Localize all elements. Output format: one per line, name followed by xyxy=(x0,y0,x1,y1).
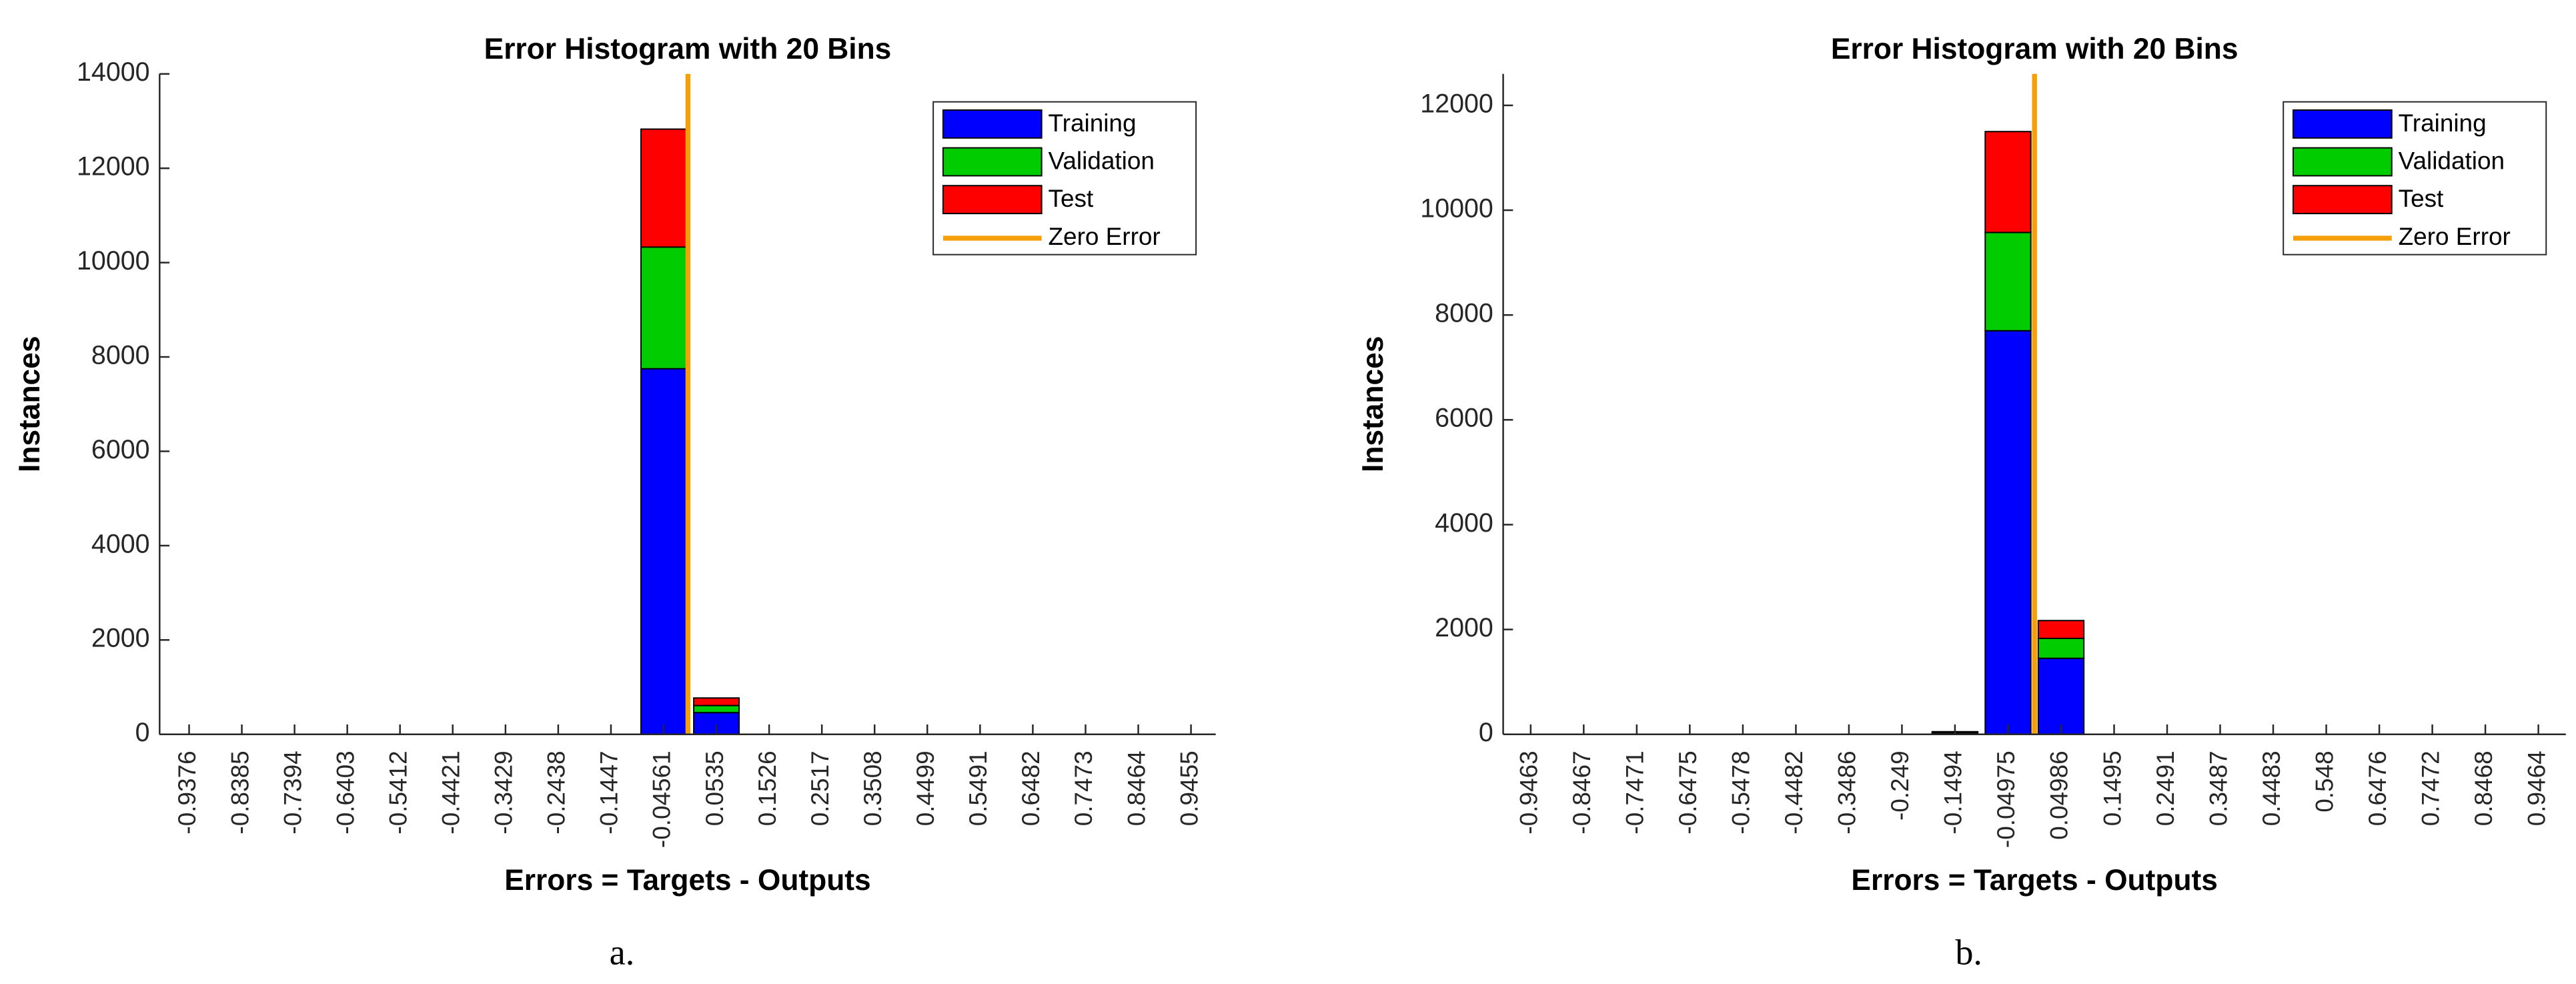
chart-title: Error Histogram with 20 Bins xyxy=(1831,33,2238,65)
x-tick-label: -0.4421 xyxy=(437,751,464,834)
x-tick-label: -0.3429 xyxy=(490,751,518,834)
x-tick-label: -0.7394 xyxy=(279,751,306,834)
bar-segment xyxy=(640,368,687,735)
legend-swatch xyxy=(942,185,1043,215)
bar-segment xyxy=(640,246,687,370)
x-axis-label: Errors = Targets - Outputs xyxy=(1851,864,2217,897)
x-tick-label: -0.04561 xyxy=(648,751,676,848)
x-tick-label: 0.5491 xyxy=(964,751,992,826)
x-tick-label: -0.1494 xyxy=(1940,751,1967,834)
x-tick-label: -0.9463 xyxy=(1515,751,1543,834)
x-tick-label: 0.7472 xyxy=(2417,751,2444,826)
x-tick-label: 0.1526 xyxy=(754,751,781,826)
x-tick-label: 0.4483 xyxy=(2258,751,2285,826)
legend-label: Validation xyxy=(1048,147,1154,175)
x-tick-label: 0.3508 xyxy=(859,751,886,826)
legend-label: Test xyxy=(1048,185,1093,212)
y-tick-label: 12000 xyxy=(1420,89,1493,118)
x-tick-label: 0.6482 xyxy=(1017,751,1045,826)
bar-segment xyxy=(693,704,740,714)
x-tick-label: -0.9376 xyxy=(173,751,201,834)
legend-swatch xyxy=(942,147,1043,177)
y-tick-label: 8000 xyxy=(1435,299,1493,328)
x-tick-label: -0.4482 xyxy=(1780,751,1808,834)
bar-segment xyxy=(2037,657,2085,735)
y-tick-label: 14000 xyxy=(77,57,149,87)
x-tick-label: -0.8467 xyxy=(1568,751,1595,834)
legend-label: Test xyxy=(2399,185,2444,212)
x-tick-label: 0.6476 xyxy=(2364,751,2391,826)
y-tick-label: 10000 xyxy=(1420,193,1493,223)
bar-segment xyxy=(693,697,740,706)
x-tick-label: -0.6403 xyxy=(332,751,359,834)
x-tick-label: 0.04986 xyxy=(2046,751,2073,839)
bar-segment xyxy=(2037,637,2085,659)
caption: b. xyxy=(1955,933,1982,973)
x-tick-label: -0.5412 xyxy=(384,751,412,834)
y-tick-label: 12000 xyxy=(77,152,149,181)
legend-label: Zero Error xyxy=(1048,223,1160,250)
y-axis-label: Instances xyxy=(13,336,46,472)
bar-segment xyxy=(2037,620,2085,639)
x-tick-label: -0.8385 xyxy=(226,751,253,834)
bar-segment xyxy=(1984,131,2032,233)
y-axis-label: Instances xyxy=(1357,336,1389,472)
x-tick-label: 0.0535 xyxy=(701,751,728,826)
y-tick-label: 10000 xyxy=(77,246,149,276)
x-tick-label: 0.8468 xyxy=(2470,751,2497,826)
bar-segment xyxy=(640,128,687,248)
legend-swatch xyxy=(942,109,1043,139)
x-tick-label: 0.2491 xyxy=(2152,751,2179,826)
y-tick-label: 0 xyxy=(1479,718,1493,747)
x-tick-label: 0.9464 xyxy=(2523,751,2550,826)
y-tick-label: 0 xyxy=(135,718,150,747)
legend-label: Validation xyxy=(2399,147,2505,175)
x-tick-label: 0.1495 xyxy=(2098,751,2126,826)
y-tick-label: 4000 xyxy=(91,529,150,558)
x-tick-label: 0.7473 xyxy=(1070,751,1097,826)
y-tick-label: 2000 xyxy=(91,624,150,653)
y-tick-label: 4000 xyxy=(1435,508,1493,538)
y-tick-label: 2000 xyxy=(1435,613,1493,642)
y-tick-label: 8000 xyxy=(91,340,150,370)
x-tick-label: 0.4499 xyxy=(912,751,939,826)
bar-segment xyxy=(1984,231,2032,332)
x-tick-label: -0.6475 xyxy=(1674,751,1702,834)
x-tick-label: 0.548 xyxy=(2311,751,2338,812)
x-axis-label: Errors = Targets - Outputs xyxy=(504,864,871,897)
x-tick-label: -0.249 xyxy=(1886,751,1914,821)
caption: a. xyxy=(610,933,635,973)
x-tick-label: -0.7471 xyxy=(1622,751,1649,834)
bar-segment xyxy=(1984,330,2032,735)
x-tick-label: 0.2517 xyxy=(806,751,834,826)
legend-swatch xyxy=(2293,147,2393,177)
legend-swatch xyxy=(2293,109,2393,139)
legend-label: Zero Error xyxy=(2399,223,2511,250)
legend-label: Training xyxy=(2399,109,2487,137)
x-tick-label: 0.9455 xyxy=(1175,751,1203,826)
x-tick-label: -0.5478 xyxy=(1728,751,1755,834)
x-tick-label: -0.04975 xyxy=(1992,751,2020,848)
legend-swatch xyxy=(2293,185,2393,215)
y-tick-label: 6000 xyxy=(1435,404,1493,433)
y-tick-label: 6000 xyxy=(91,435,150,464)
x-tick-label: -0.3486 xyxy=(1834,751,1861,834)
x-tick-label: 0.3487 xyxy=(2204,751,2232,826)
x-tick-label: 0.8464 xyxy=(1123,751,1150,826)
x-tick-label: -0.1447 xyxy=(596,751,623,834)
chart-title: Error Histogram with 20 Bins xyxy=(484,33,892,65)
x-tick-label: -0.2438 xyxy=(543,751,570,834)
legend-label: Training xyxy=(1048,109,1136,137)
